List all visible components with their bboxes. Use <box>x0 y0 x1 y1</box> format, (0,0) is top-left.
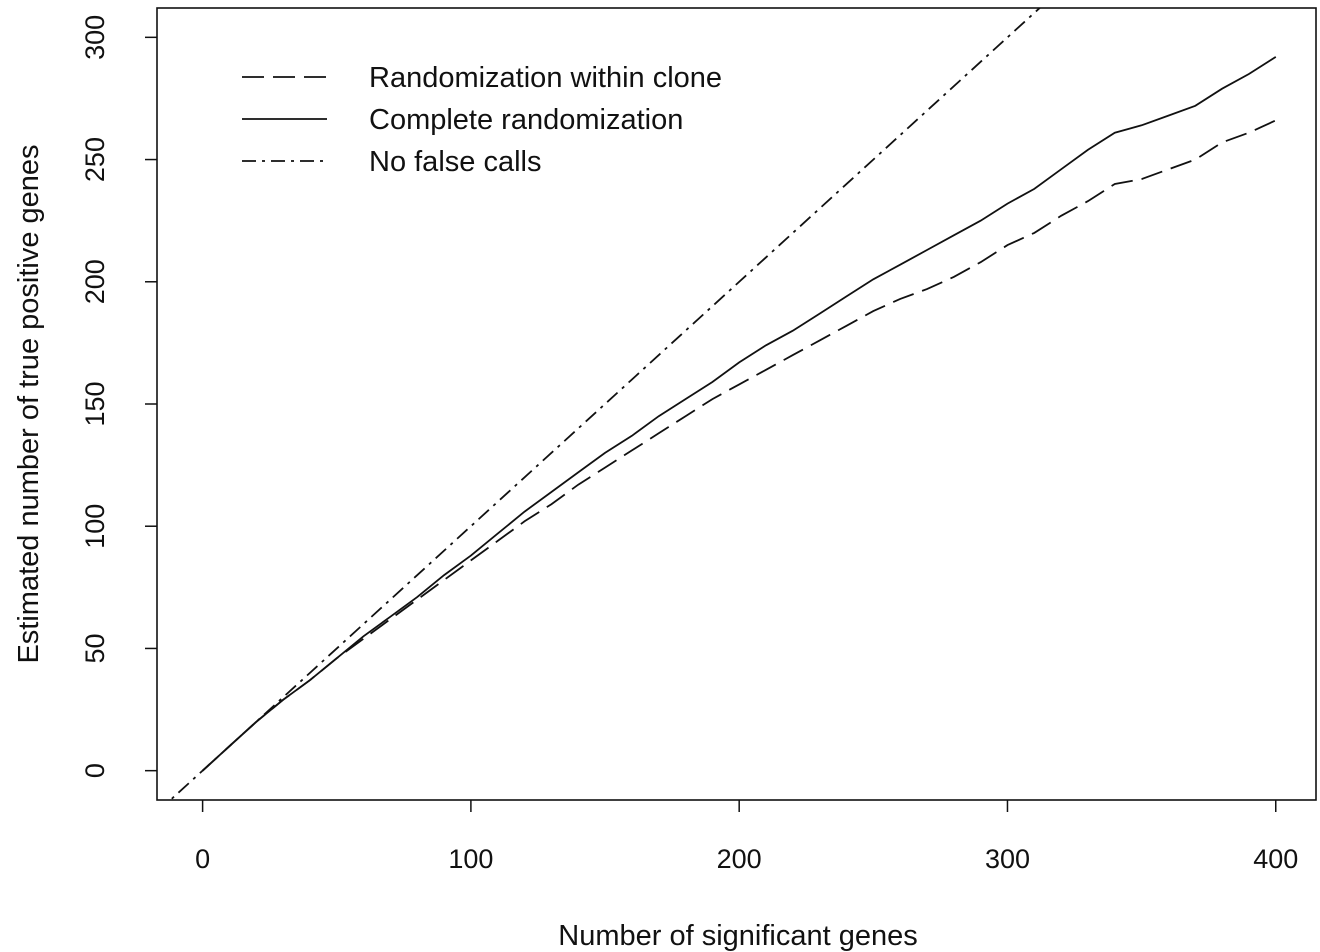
x-axis-title: Number of significant genes <box>558 920 917 952</box>
legend-label-3: No false calls <box>369 146 541 178</box>
x-tick-label: 300 <box>985 844 1030 874</box>
x-tick-label: 400 <box>1253 844 1298 874</box>
x-tick-label: 200 <box>717 844 762 874</box>
y-tick-label: 50 <box>80 633 110 663</box>
y-tick-label: 150 <box>80 381 110 426</box>
series-line-1 <box>201 119 1277 772</box>
y-tick-label: 250 <box>80 137 110 182</box>
y-axis: 0 50 100 150 200 250 300 <box>80 15 157 778</box>
y-tick-label: 300 <box>80 15 110 60</box>
legend-label-2: Complete randomization <box>369 104 683 136</box>
legend-label-1: Randomization within clone <box>369 62 722 94</box>
series-line-3 <box>169 8 1042 800</box>
x-tick-label: 100 <box>448 844 493 874</box>
y-tick-label: 100 <box>80 504 110 549</box>
x-tick-label: 0 <box>195 844 210 874</box>
y-tick-label: 0 <box>80 763 110 778</box>
series-line-2 <box>201 56 1277 772</box>
x-axis: 0 100 200 300 400 <box>195 800 1298 874</box>
plot-frame <box>156 7 1317 801</box>
series-group <box>169 8 1277 800</box>
legend: Randomization within clone Complete rando… <box>242 62 722 178</box>
y-tick-label: 200 <box>80 259 110 304</box>
y-axis-title: Estimated number of true positive genes <box>13 144 45 663</box>
